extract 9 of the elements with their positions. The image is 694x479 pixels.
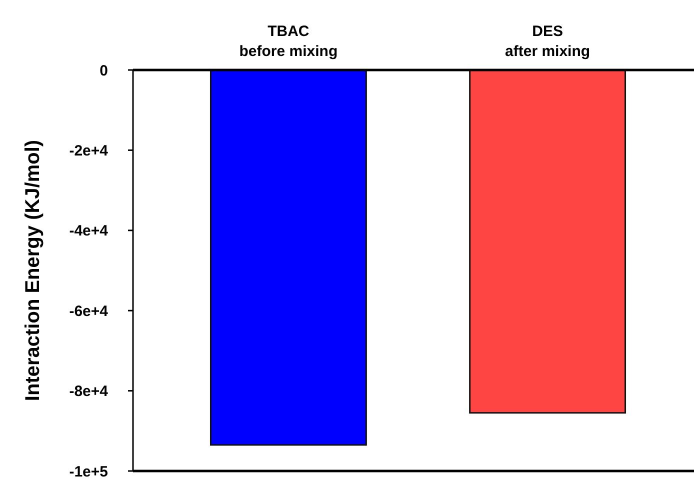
x-tick-label: DES after mixing: [505, 23, 590, 60]
y-tick-label: 0: [100, 62, 108, 80]
y-tick-label: -2e+4: [69, 142, 109, 160]
y-axis-title: Interaction Energy (KJ/mol): [22, 140, 44, 402]
x-tick-label: TBAC before mixing: [239, 23, 338, 60]
y-tick-label: -6e+4: [69, 302, 109, 320]
y-tick-label: -4e+4: [69, 222, 109, 240]
y-tick-label: -1e+5: [69, 463, 108, 479]
y-tick-label: -8e+4: [69, 383, 109, 400]
